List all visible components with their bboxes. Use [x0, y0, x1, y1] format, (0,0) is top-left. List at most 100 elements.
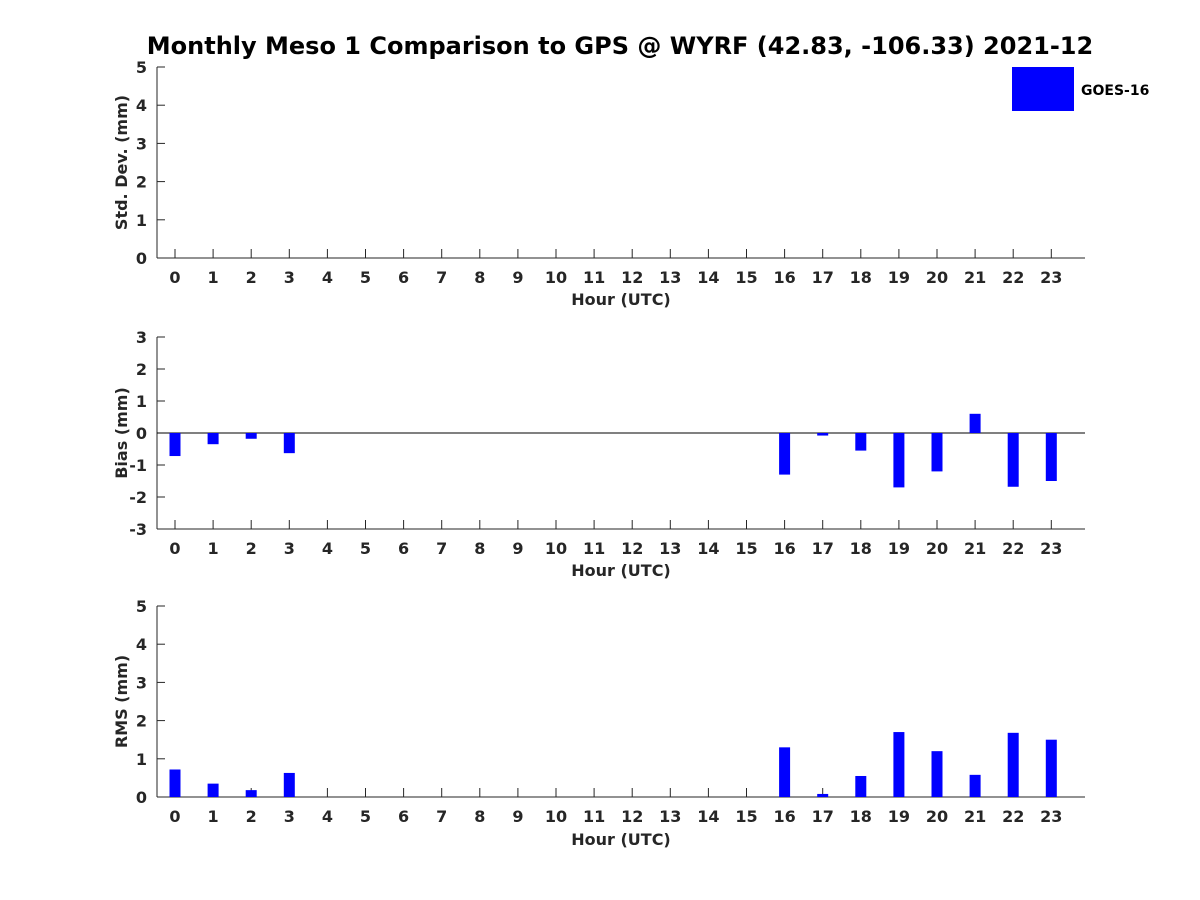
x-tick-label: 0 — [169, 807, 180, 826]
x-tick-label: 5 — [360, 268, 371, 287]
x-tick-label: 22 — [1002, 807, 1024, 826]
y-tick-label: 1 — [136, 392, 147, 411]
x-tick-label: 0 — [169, 268, 180, 287]
y-tick-label: -2 — [129, 488, 147, 507]
x-tick-label: 12 — [621, 807, 643, 826]
x-tick-label: 15 — [735, 807, 757, 826]
x-tick-label: 14 — [697, 539, 719, 558]
bar-hour-22 — [1007, 732, 1019, 797]
x-tick-label: 11 — [583, 539, 605, 558]
x-tick-label: 2 — [246, 539, 257, 558]
bar-hour-3 — [283, 433, 295, 454]
legend-label: GOES-16 — [1081, 83, 1149, 99]
x-tick-label: 8 — [474, 268, 485, 287]
x-tick-label: 8 — [474, 807, 485, 826]
bar-hour-2 — [245, 790, 257, 797]
x-tick-label: 17 — [812, 539, 834, 558]
bar-hour-21 — [969, 774, 981, 797]
x-tick-label: 17 — [812, 268, 834, 287]
x-tick-label: 17 — [812, 807, 834, 826]
x-tick-label: 12 — [621, 539, 643, 558]
y-tick-label: 3 — [136, 134, 147, 153]
x-tick-label: 13 — [659, 539, 681, 558]
y-tick-label: -3 — [129, 520, 147, 539]
y-tick-label: -1 — [129, 456, 147, 475]
y-tick-label: 5 — [136, 597, 147, 616]
x-tick-label: 20 — [926, 268, 948, 287]
x-tick-label: 6 — [398, 807, 409, 826]
x-tick-label: 13 — [659, 268, 681, 287]
x-tick-label: 21 — [964, 807, 986, 826]
bar-hour-1 — [207, 433, 219, 445]
bar-hour-1 — [207, 783, 219, 797]
bar-hour-2 — [245, 433, 257, 439]
x-tick-label: 12 — [621, 268, 643, 287]
y-tick-label: 4 — [136, 96, 147, 115]
y-tick-label: 0 — [136, 249, 147, 268]
x-tick-label: 10 — [545, 268, 567, 287]
y-tick-label: 3 — [136, 673, 147, 692]
x-tick-label: 22 — [1002, 539, 1024, 558]
x-tick-label: 23 — [1040, 539, 1062, 558]
y-tick-label: 4 — [136, 635, 147, 654]
x-tick-label: 1 — [208, 807, 219, 826]
chart-title: Monthly Meso 1 Comparison to GPS @ WYRF … — [147, 32, 1093, 60]
x-tick-label: 1 — [208, 268, 219, 287]
x-tick-label: 7 — [436, 539, 447, 558]
y-tick-label: 1 — [136, 750, 147, 769]
bar-hour-19 — [893, 433, 905, 488]
x-tick-label: 2 — [246, 807, 257, 826]
y-tick-label: 0 — [136, 424, 147, 443]
y-tick-label: 2 — [136, 173, 147, 192]
y-axis-label: RMS (mm) — [112, 655, 131, 748]
y-axis-label: Std. Dev. (mm) — [112, 95, 131, 230]
x-tick-label: 3 — [284, 539, 295, 558]
x-tick-label: 15 — [735, 539, 757, 558]
x-tick-label: 19 — [888, 539, 910, 558]
x-tick-label: 5 — [360, 807, 371, 826]
x-tick-label: 20 — [926, 539, 948, 558]
x-tick-label: 14 — [697, 807, 719, 826]
x-tick-label: 19 — [888, 268, 910, 287]
x-tick-label: 23 — [1040, 268, 1062, 287]
bar-hour-16 — [779, 433, 791, 475]
x-axis-label: Hour (UTC) — [571, 830, 671, 849]
x-tick-label: 18 — [850, 539, 872, 558]
bar-hour-23 — [1045, 739, 1057, 797]
x-tick-label: 21 — [964, 539, 986, 558]
bar-hour-18 — [855, 433, 867, 451]
legend: GOES-16 — [1012, 67, 1149, 111]
bar-hour-19 — [893, 732, 905, 797]
x-tick-label: 9 — [512, 807, 523, 826]
x-tick-label: 20 — [926, 807, 948, 826]
x-tick-label: 0 — [169, 539, 180, 558]
x-tick-label: 1 — [208, 539, 219, 558]
bar-hour-0 — [169, 433, 181, 457]
x-tick-label: 4 — [322, 539, 333, 558]
bar-hour-22 — [1007, 433, 1019, 487]
x-axis-label: Hour (UTC) — [571, 290, 671, 309]
x-tick-label: 11 — [583, 268, 605, 287]
bar-hour-18 — [855, 775, 867, 797]
x-tick-label: 3 — [284, 268, 295, 287]
x-tick-label: 11 — [583, 807, 605, 826]
x-tick-label: 18 — [850, 268, 872, 287]
y-axis-label: Bias (mm) — [112, 387, 131, 479]
bar-hour-20 — [931, 751, 943, 797]
x-tick-label: 10 — [545, 807, 567, 826]
bar-hour-17 — [817, 433, 829, 436]
x-tick-label: 18 — [850, 807, 872, 826]
y-tick-label: 1 — [136, 211, 147, 230]
x-tick-label: 6 — [398, 539, 409, 558]
bar-hour-17 — [817, 793, 829, 797]
x-tick-label: 15 — [735, 268, 757, 287]
y-tick-label: 5 — [136, 58, 147, 77]
y-tick-label: 3 — [136, 328, 147, 347]
bar-hour-0 — [169, 769, 181, 797]
x-tick-label: 19 — [888, 807, 910, 826]
x-tick-label: 4 — [322, 268, 333, 287]
